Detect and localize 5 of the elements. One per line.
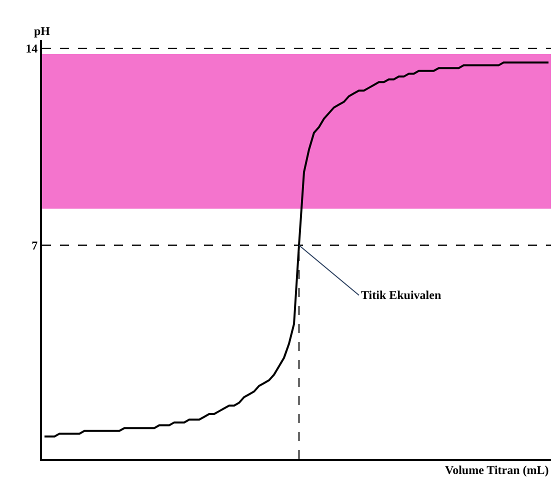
y-axis-title: pH (34, 24, 51, 38)
x-axis-title: Volume Titran (mL) (445, 463, 549, 477)
y-tick-label: 14 (26, 42, 38, 56)
y-tick-label: 7 (32, 238, 38, 252)
annotation: Titik Ekuivalen (361, 288, 442, 302)
